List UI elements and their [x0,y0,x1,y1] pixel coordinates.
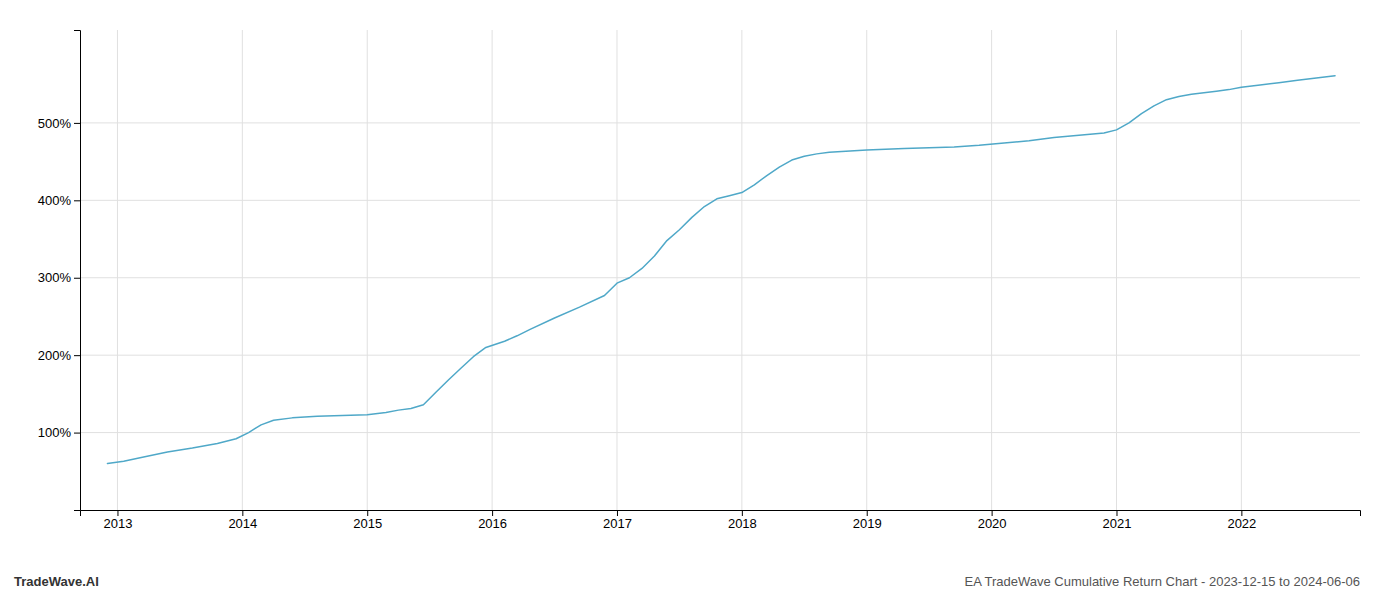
x-tick-mark [492,510,493,516]
x-tick: 2021 [1103,510,1132,531]
x-tick: 2019 [853,510,882,531]
x-tick-label: 2019 [853,516,882,531]
watermark: TradeWave.AI [14,574,99,589]
y-tick-label: 300% [38,270,72,285]
grid-line-x [741,30,742,510]
x-axis-line [81,511,1361,517]
x-tick-mark [742,510,743,516]
y-tick-label: 400% [38,193,72,208]
grid-line-x [866,30,867,510]
y-tick-label: 500% [38,116,72,131]
x-tick-mark [617,510,618,516]
y-tick: 400% [38,193,80,208]
x-tick-label: 2015 [353,516,382,531]
x-tick-mark [1116,510,1117,516]
x-tick-label: 2016 [478,516,507,531]
grid-line-y [80,122,1360,123]
grid-line-x [242,30,243,510]
grid-line-x [492,30,493,510]
x-tick: 2020 [978,510,1007,531]
y-tick: 500% [38,116,80,131]
x-tick: 2016 [478,510,507,531]
x-tick-label: 2018 [728,516,757,531]
grid-line-x [367,30,368,510]
x-axis: 2013 2014 2015 2016 2017 2018 2019 2020 2021 2022 [81,510,1361,531]
x-tick-mark [242,510,243,516]
x-tick: 2013 [104,510,133,531]
plot-area: 2013 2014 2015 2016 2017 2018 2019 2020 2021 2022… [38,30,1361,531]
x-tick: 2022 [1227,510,1256,531]
line [107,76,1335,464]
grid-line-y [80,355,1360,356]
grid-line-y [80,277,1360,278]
x-tick-mark [992,510,993,516]
x-tick-label: 2013 [104,516,133,531]
x-tick: 2015 [353,510,382,531]
grid-line-x [991,30,992,510]
y-tick-mark [74,200,80,201]
y-tick-mark [74,355,80,356]
x-tick-mark [1241,510,1242,516]
x-tick-mark [867,510,868,516]
y-tick-mark [74,433,80,434]
grid-line-x [117,30,118,510]
y-tick: 200% [38,348,80,363]
y-tick-label: 100% [38,425,72,440]
series [107,76,1335,464]
title: EA TradeWave Cumulative Return Chart - 2… [964,574,1360,589]
grid [80,30,1360,510]
grid-line-y [80,200,1360,201]
grid-line-y [80,432,1360,433]
x-tick-label: 2020 [978,516,1007,531]
grid-line-x [616,30,617,510]
y-tick-label: 200% [38,348,72,363]
x-tick-label: 2021 [1103,516,1132,531]
y-axis: 100% 200% 300% 400% 500% [38,31,81,511]
x-tick: 2017 [603,510,632,531]
x-tick-mark [117,510,118,516]
x-tick: 2018 [728,510,757,531]
y-axis-line [74,31,81,511]
x-tick-label: 2017 [603,516,632,531]
grid-line-x [1116,30,1117,510]
x-tick-label: 2022 [1227,516,1256,531]
x-tick-label: 2014 [228,516,257,531]
y-tick-mark [74,123,80,124]
y-tick: 300% [38,270,80,285]
x-tick-mark [367,510,368,516]
y-tick-mark [74,278,80,279]
x-tick: 2014 [228,510,257,531]
chart: 2013 2014 2015 2016 2017 2018 2019 2020 2021 2022… [0,0,1400,600]
grid-line-x [1241,30,1242,510]
y-tick: 100% [38,425,80,440]
